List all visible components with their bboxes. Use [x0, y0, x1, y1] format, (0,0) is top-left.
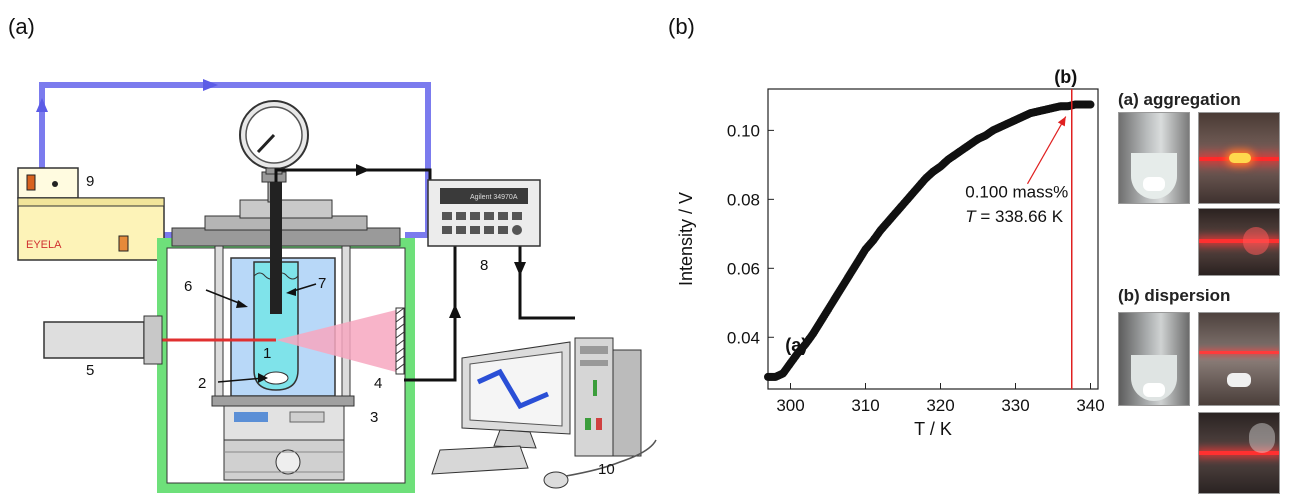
label-3: 3: [370, 409, 378, 426]
annotation-temperature-value: = 338.66 K: [976, 207, 1064, 226]
panel-label-a: (a): [8, 14, 35, 39]
photo-dispersion-vial: [1118, 312, 1190, 406]
photo-dispersion-side: [1198, 412, 1280, 494]
support-left: [214, 245, 224, 397]
label-8: 8: [480, 257, 488, 274]
photo-aggregation-vial: [1118, 112, 1190, 204]
x-tick-label-0: 300: [776, 396, 804, 415]
cell-lid: [171, 171, 401, 247]
x-tick-label-3: 330: [1001, 396, 1029, 415]
data-point: [1086, 100, 1095, 109]
y-axis-label: Intensity / V: [676, 192, 696, 286]
annotation-arrow: [1026, 116, 1067, 185]
dispersion-title: (b) dispersion: [1118, 286, 1231, 305]
annotation-concentration: 0.100 mass%: [965, 183, 1068, 202]
apparatus-diagram: EYELA 9: [17, 79, 657, 493]
photo-aggregation-side: [1198, 208, 1280, 276]
photo-dispersion-laser: [1198, 312, 1280, 406]
data-points: [764, 100, 1095, 381]
circulator-bath: EYELA: [17, 167, 165, 261]
thermocouple: [270, 182, 282, 314]
aggregation-title: (a) aggregation: [1118, 90, 1241, 109]
computer-icon: [431, 337, 657, 489]
label-2: 2: [198, 375, 206, 392]
x-tick-label-2: 320: [926, 396, 954, 415]
pipe-arrow-up: [36, 98, 48, 112]
y-axis-ticks: 0.04 0.06 0.08 0.10: [727, 121, 774, 347]
x-tick-label-4: 340: [1076, 396, 1104, 415]
label-10: 10: [598, 461, 615, 478]
label-4: 4: [374, 375, 382, 392]
pressure-gauge-icon: [239, 100, 309, 175]
laser-source: [43, 315, 163, 365]
x-axis-label: T / K: [914, 419, 952, 439]
photo-aggregation-laser: [1198, 112, 1280, 204]
curve-start-label: (a): [785, 335, 807, 355]
annotation-arrow-head: [1057, 116, 1066, 127]
detector: [395, 307, 405, 375]
intensity-chart: 300 310 320 330 340 0.04 0.06 0.08 0.10 (b) (a)…: [676, 67, 1105, 439]
label-7: 7: [318, 275, 326, 292]
scattered-beam: [276, 310, 396, 372]
y-tick-label-2: 0.08: [727, 190, 760, 209]
panel-label-b: (b): [668, 14, 695, 39]
label-6: 6: [184, 278, 192, 295]
plot-frame: [767, 88, 1099, 390]
annotation-temperature-var: T: [965, 207, 977, 226]
y-tick-label-0: 0.04: [727, 328, 760, 347]
magnetic-stirrer: [211, 395, 355, 481]
y-tick-label-1: 0.06: [727, 259, 760, 278]
x-tick-label-1: 310: [851, 396, 879, 415]
x-axis-ticks: 300 310 320 330 340: [776, 383, 1105, 415]
annotation-temperature: T = 338.66 K: [965, 207, 1063, 226]
y-tick-label-3: 0.10: [727, 121, 760, 140]
bath-brand-label: EYELA: [26, 239, 62, 251]
pipe-arrow-right: [203, 79, 218, 91]
logger-brand-label: Agilent 34970A: [470, 194, 518, 201]
marker-line-label: (b): [1054, 67, 1077, 87]
support-right: [341, 245, 351, 397]
data-logger: Agilent 34970A: [427, 179, 541, 247]
label-5: 5: [86, 362, 94, 379]
label-9: 9: [86, 173, 94, 190]
label-1: 1: [263, 345, 271, 362]
